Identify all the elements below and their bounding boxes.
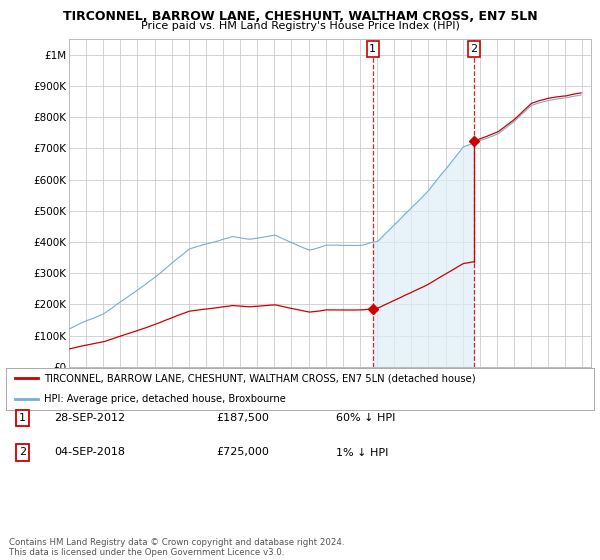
- Text: 1: 1: [19, 413, 26, 423]
- Text: 1% ↓ HPI: 1% ↓ HPI: [336, 447, 388, 458]
- Text: Price paid vs. HM Land Registry's House Price Index (HPI): Price paid vs. HM Land Registry's House …: [140, 21, 460, 31]
- Text: 04-SEP-2018: 04-SEP-2018: [54, 447, 125, 458]
- Text: £187,500: £187,500: [216, 413, 269, 423]
- Text: Contains HM Land Registry data © Crown copyright and database right 2024.
This d: Contains HM Land Registry data © Crown c…: [9, 538, 344, 557]
- Text: 28-SEP-2012: 28-SEP-2012: [54, 413, 125, 423]
- Text: 60% ↓ HPI: 60% ↓ HPI: [336, 413, 395, 423]
- Text: 2: 2: [470, 44, 478, 54]
- Text: £725,000: £725,000: [216, 447, 269, 458]
- Text: HPI: Average price, detached house, Broxbourne: HPI: Average price, detached house, Brox…: [44, 394, 286, 404]
- Text: 2: 2: [19, 447, 26, 458]
- Text: TIRCONNEL, BARROW LANE, CHESHUNT, WALTHAM CROSS, EN7 5LN: TIRCONNEL, BARROW LANE, CHESHUNT, WALTHA…: [62, 10, 538, 23]
- Text: 1: 1: [369, 44, 376, 54]
- Text: TIRCONNEL, BARROW LANE, CHESHUNT, WALTHAM CROSS, EN7 5LN (detached house): TIRCONNEL, BARROW LANE, CHESHUNT, WALTHA…: [44, 374, 476, 384]
